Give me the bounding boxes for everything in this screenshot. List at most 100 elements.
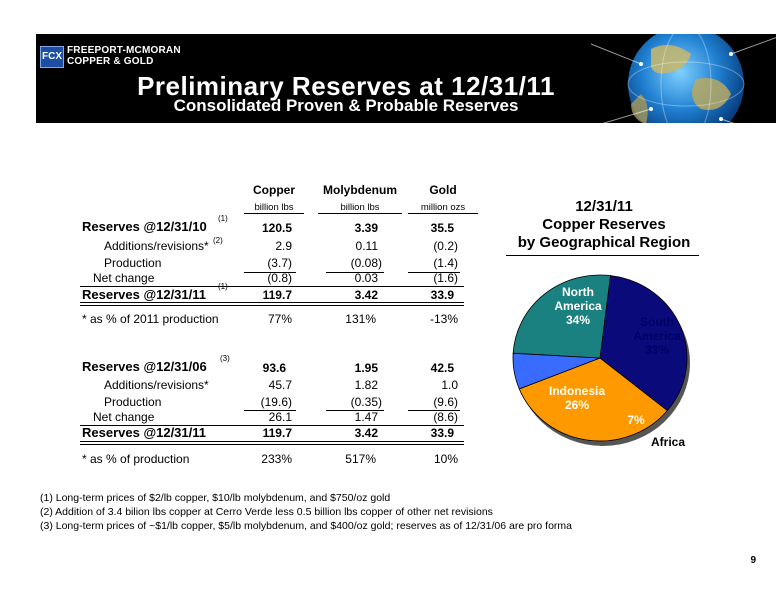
cell-moly: 0.03 xyxy=(354,271,378,285)
footnote-3: (3) Long-term prices of ~$1/lb copper, $… xyxy=(40,520,573,532)
cell-copper: 2.9 xyxy=(275,239,292,253)
cell-copper: 233% xyxy=(261,452,292,466)
cell-gold: (0.2) xyxy=(433,239,458,253)
cell-gold: 10% xyxy=(433,452,458,466)
sum-line xyxy=(326,272,384,273)
globe-icon xyxy=(590,34,776,123)
row-label-pct-production: * as % of production xyxy=(82,452,190,466)
row-label-production: Production xyxy=(104,395,162,409)
row-label-pct-2011: * as % of 2011 production xyxy=(82,312,219,326)
table-rule xyxy=(80,425,464,426)
cell-copper: 120.5 xyxy=(261,221,292,235)
cell-moly: 3.42 xyxy=(354,288,378,302)
table-rule xyxy=(80,302,464,303)
page-subtitle: Consolidated Proven & Probable Reserves xyxy=(173,96,519,115)
cell-moly: (0.08) xyxy=(350,256,382,270)
page-title: Preliminary Reserves at 12/31/11 xyxy=(137,71,555,101)
cell-gold: 35.5 xyxy=(430,221,454,235)
cell-moly: 1.82 xyxy=(354,378,378,392)
sum-line xyxy=(408,272,460,273)
chart-title-line-3: by Geographical Region xyxy=(517,234,691,251)
footnote-ref: (2) xyxy=(213,236,223,245)
cell-moly: 1.47 xyxy=(354,410,378,424)
row-label-additions: Additions/revisions* xyxy=(104,378,209,392)
col-unit-gold: million ozs xyxy=(420,202,466,213)
pie-slice xyxy=(518,357,668,442)
pie-shadow xyxy=(516,280,690,446)
footnote-2: (2) Addition of 3.4 bilion lbs copper at… xyxy=(40,506,493,518)
cell-copper: (19.6) xyxy=(260,395,292,409)
cell-copper: 77% xyxy=(267,312,292,326)
col-header-molybdenum: Molybdenum xyxy=(323,183,397,197)
footnote-ref: (1) xyxy=(218,214,228,223)
row-label-reserves-2011: Reserves @12/31/11 xyxy=(82,287,207,302)
footnote-1: (1) Long-term prices of $2/lb copper, $1… xyxy=(40,492,391,504)
cell-copper: 119.7 xyxy=(262,426,292,440)
cell-copper: 26.1 xyxy=(268,410,292,424)
cell-copper: 119.7 xyxy=(262,288,292,302)
cell-moly: 517% xyxy=(345,452,376,466)
row-label-reserves-2006: Reserves @12/31/06 xyxy=(82,359,207,374)
col-divider xyxy=(318,213,402,214)
company-logo: FCX FREEPORT-MCMORAN COPPER & GOLD xyxy=(40,44,230,69)
col-divider xyxy=(408,213,478,214)
cell-copper: (0.8) xyxy=(267,271,292,285)
cell-gold: (9.6) xyxy=(433,395,458,409)
footnote-ref: (3) xyxy=(220,354,230,363)
pie-category-label: America xyxy=(554,299,602,313)
sum-line xyxy=(326,410,384,411)
pie-category-label: Africa xyxy=(651,435,685,449)
cell-copper: 45.7 xyxy=(268,378,292,392)
cell-moly: 3.42 xyxy=(354,426,378,440)
pie-value-label: 7% xyxy=(627,413,645,427)
cell-moly: 0.11 xyxy=(355,239,378,253)
pie-value-label: 26% xyxy=(565,398,589,412)
cell-gold: 1.0 xyxy=(441,378,458,392)
logo-line-1: FREEPORT-MCMORAN xyxy=(67,45,181,56)
cell-gold: 33.9 xyxy=(430,426,454,440)
page-number: 9 xyxy=(750,555,756,566)
cell-moly: (0.35) xyxy=(350,395,382,409)
table-rule xyxy=(80,286,464,287)
cell-gold: 33.9 xyxy=(430,288,454,302)
table-rule xyxy=(80,444,464,445)
cell-copper: 93.6 xyxy=(262,361,286,375)
row-label-net-change: Net change xyxy=(93,410,155,424)
pie-slice xyxy=(599,275,688,412)
pie-category-label: Indonesia xyxy=(549,384,605,398)
pie-slice xyxy=(512,274,611,359)
table-rule xyxy=(80,441,464,442)
logo-mark-icon: FCX xyxy=(40,46,64,68)
sum-line xyxy=(244,410,296,411)
table-rule xyxy=(80,305,464,306)
col-unit-copper: billion lbs xyxy=(254,202,294,213)
pie-category-label: America xyxy=(633,329,681,343)
pie-value-label: 33% xyxy=(645,343,669,357)
pie-category-label: North xyxy=(562,285,594,299)
row-label-reserves-2011: Reserves @12/31/11 xyxy=(82,425,207,440)
col-header-gold: Gold xyxy=(429,183,457,197)
col-divider xyxy=(244,213,304,214)
cell-gold: (1.4) xyxy=(433,256,458,270)
cell-moly: 1.95 xyxy=(354,361,378,375)
sum-line xyxy=(408,410,460,411)
row-label-reserves-2010: Reserves @12/31/10 xyxy=(82,219,207,234)
footnote-ref: (1) xyxy=(218,282,228,291)
cell-moly: 3.39 xyxy=(354,221,378,235)
logo-line-2: COPPER & GOLD xyxy=(67,56,154,67)
cell-gold: (8.6) xyxy=(433,410,458,424)
cell-gold: 42.5 xyxy=(430,361,454,375)
col-unit-molybdenum: billion lbs xyxy=(340,202,380,213)
chart-title-line-1: 12/31/11 xyxy=(575,198,633,215)
pie-category-label: South xyxy=(640,315,674,329)
pie-slice xyxy=(512,352,601,390)
cell-gold: (1.6) xyxy=(433,271,458,285)
cell-moly: 131% xyxy=(345,312,376,326)
cell-copper: (3.7) xyxy=(267,256,292,270)
row-label-production: Production xyxy=(104,256,162,270)
sum-line xyxy=(244,272,296,273)
chart-title-rule xyxy=(506,255,699,256)
col-header-copper: Copper xyxy=(253,183,295,197)
header-banner: FCX FREEPORT-MCMORAN COPPER & GOLD Preli… xyxy=(36,34,776,123)
row-label-additions: Additions/revisions* xyxy=(104,239,209,253)
